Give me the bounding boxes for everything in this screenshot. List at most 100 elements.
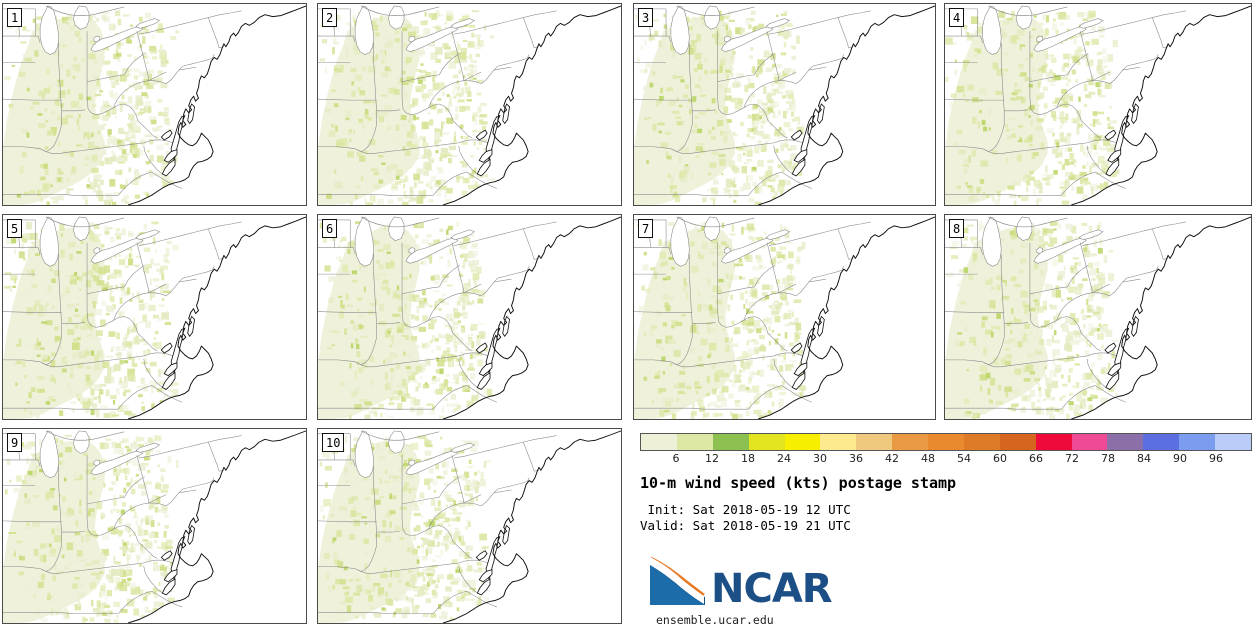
- member-panel-8[interactable]: 8: [944, 214, 1252, 420]
- state-border-12: [458, 139, 489, 144]
- state-border-10: [3, 407, 119, 410]
- international-border: [676, 5, 755, 16]
- state-border-11: [748, 171, 782, 196]
- state-border-2: [634, 311, 693, 313]
- state-border-22: [211, 477, 215, 482]
- bay-3: [790, 129, 803, 141]
- colorbar-tick-30: 30: [813, 452, 827, 465]
- wind-speed-shading: [3, 434, 179, 623]
- state-border-28: [376, 322, 401, 324]
- bay-4: [161, 578, 176, 596]
- lake-3: [450, 442, 475, 453]
- colorbar-tick-66: 66: [1029, 452, 1043, 465]
- state-border-10: [945, 407, 1062, 410]
- state-border-16: [1109, 277, 1127, 297]
- state-border-17: [451, 31, 464, 81]
- lake-4: [408, 459, 416, 466]
- international-border: [988, 5, 1068, 16]
- member-panel-5[interactable]: 5: [2, 214, 307, 420]
- state-border-29: [493, 489, 512, 494]
- bay-1: [502, 103, 511, 125]
- state-border-30: [143, 358, 163, 388]
- state-border-15: [428, 502, 482, 530]
- state-border-18: [453, 221, 557, 246]
- state-border-7: [402, 316, 454, 334]
- state-border-10: [634, 407, 749, 410]
- state-border-28: [61, 109, 86, 112]
- state-border-21: [812, 58, 842, 67]
- member-panel-10[interactable]: 10: [317, 428, 622, 624]
- state-border-2: [318, 520, 377, 523]
- member-panel-6[interactable]: 6: [317, 214, 622, 420]
- state-border-9: [318, 359, 362, 366]
- state-border-15: [113, 502, 167, 530]
- state-border-14: [1081, 120, 1102, 139]
- state-border-1: [352, 459, 356, 467]
- state-border-6: [86, 31, 89, 109]
- state-border-21: [497, 481, 528, 490]
- colorbar-segment-4: [784, 434, 821, 450]
- state-border-26: [87, 74, 125, 82]
- colorbar-segment-16: [1215, 434, 1251, 450]
- member-panel-9[interactable]: 9: [2, 428, 307, 624]
- state-border-11: [118, 590, 152, 614]
- bay-1: [187, 524, 196, 545]
- state-border-27: [1067, 265, 1089, 288]
- colorbar-segment-11: [1035, 434, 1072, 450]
- state-border-15: [1056, 292, 1110, 321]
- bay-4: [791, 158, 806, 177]
- member-panel-2[interactable]: 2: [317, 3, 622, 206]
- state-border-6: [717, 242, 719, 322]
- colorbar-segment-12: [1071, 434, 1108, 450]
- state-border-2: [318, 98, 377, 101]
- member-panel-1[interactable]: 1: [2, 3, 307, 206]
- state-border-13: [151, 385, 182, 403]
- lake-3: [765, 229, 790, 240]
- lake-2: [405, 237, 459, 264]
- international-border: [988, 216, 1068, 228]
- state-border-8: [45, 562, 144, 574]
- bay-2: [1107, 149, 1122, 163]
- state-border-30: [458, 358, 478, 388]
- state-border-2: [945, 311, 1005, 313]
- member-panel-4[interactable]: 4: [944, 3, 1252, 206]
- state-border-23: [778, 71, 797, 81]
- state-border-14: [137, 120, 158, 139]
- bay-4: [476, 578, 491, 596]
- state-border-15: [428, 80, 482, 109]
- state-border-11: [118, 171, 152, 196]
- colorbar-segment-6: [856, 434, 893, 450]
- lake-2: [90, 26, 144, 52]
- state-border-18: [453, 10, 557, 35]
- state-border-29: [1122, 278, 1141, 283]
- bay-4: [161, 371, 176, 390]
- state-border-26: [402, 286, 440, 295]
- state-border-21: [812, 269, 842, 279]
- ncar-logo[interactable]: NCAR ensemble.ucar.edu: [648, 555, 848, 627]
- state-border-17: [766, 31, 779, 81]
- state-border-16: [795, 65, 813, 84]
- international-border: [360, 5, 440, 16]
- colorbar-segment-5: [820, 434, 857, 450]
- colorbar-tick-60: 60: [993, 452, 1007, 465]
- state-border-4: [689, 254, 693, 338]
- coastline: [1071, 5, 1251, 205]
- state-border-28: [1004, 109, 1028, 112]
- state-border-8: [676, 142, 774, 154]
- member-number-5: 5: [7, 219, 23, 238]
- member-panel-3[interactable]: 3: [633, 3, 936, 206]
- colorbar-segment-2: [712, 434, 749, 450]
- state-border-7: [1030, 103, 1082, 121]
- state-border-11: [748, 385, 782, 410]
- state-border-21: [497, 58, 528, 67]
- member-panel-7[interactable]: 7: [633, 214, 936, 420]
- colorbar-segment-3: [748, 434, 785, 450]
- state-border-29: [493, 66, 512, 71]
- state-border-27: [438, 53, 460, 76]
- international-border: [360, 216, 440, 228]
- member-number-2: 2: [322, 8, 338, 27]
- state-border-8: [360, 562, 459, 574]
- coastline: [442, 430, 621, 623]
- state-border-16: [166, 277, 184, 297]
- bay-4: [476, 371, 491, 390]
